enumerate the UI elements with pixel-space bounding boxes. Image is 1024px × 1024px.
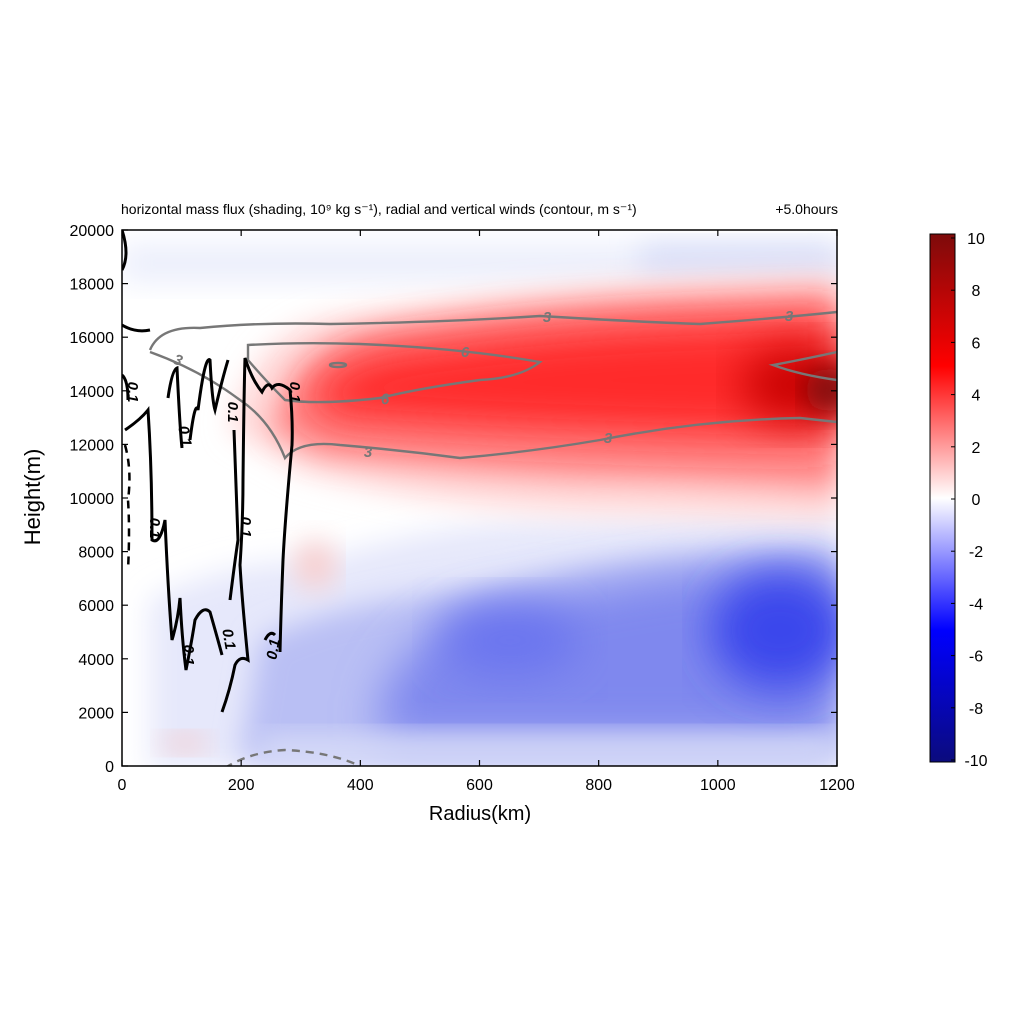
shading-surface-positive — [160, 735, 210, 751]
radial-contour-label: 6 — [461, 344, 470, 361]
vertical-contour-label: 0.1 — [263, 637, 283, 660]
shading-surface-band — [260, 735, 837, 763]
vertical-contour-label: 0.1 — [174, 424, 194, 447]
colorbar-tick-label: 2 — [972, 440, 981, 457]
x-tick-label: 1000 — [700, 777, 736, 794]
contour-vertical-0.1-a — [122, 323, 151, 333]
y-tick-label: 4000 — [78, 652, 114, 669]
vertical-wind-contours — [122, 230, 294, 713]
colorbar-tick-label: -6 — [969, 649, 983, 666]
time-label: +5.0hours — [775, 201, 838, 217]
x-tick-label: 400 — [347, 777, 374, 794]
contour-vertical-0.1-c — [124, 406, 224, 671]
contour-radial-3-lower — [149, 350, 837, 461]
colorbar-tick-label: 8 — [972, 283, 981, 300]
x-tick-label: 1200 — [819, 777, 855, 794]
y-tick-label: 6000 — [78, 598, 114, 615]
x-tick-label: 200 — [228, 777, 255, 794]
contour-vertical-negative — [123, 444, 131, 571]
x-tick-label: 600 — [466, 777, 493, 794]
negative-contours — [123, 444, 361, 766]
shading-inflow-core — [710, 570, 837, 690]
colorbar — [929, 233, 956, 763]
y-tick-label: 2000 — [78, 705, 114, 722]
vertical-contour-label: 0.1 — [224, 402, 241, 423]
vertical-contour-label: 0.1 — [124, 382, 141, 403]
y-tick-label: 20000 — [70, 223, 115, 240]
colorbar-tick-label: 10 — [967, 231, 985, 248]
vertical-contour-label: 0.1 — [237, 517, 254, 538]
x-axis-label: Radius(km) — [429, 803, 531, 825]
y-tick-label: 8000 — [78, 545, 114, 562]
colorbar-tick-label: -4 — [969, 596, 983, 613]
contour-radial-small — [328, 361, 348, 369]
colorbar-tick-label: 4 — [972, 388, 981, 405]
contour-vertical-0.1-h — [263, 631, 277, 641]
vertical-contour-label: 0.1 — [146, 518, 163, 539]
contour-radial-negative — [226, 748, 361, 766]
colorbar-tick-label: 0 — [972, 492, 981, 509]
y-tick-label: 14000 — [70, 384, 115, 401]
contour-vertical-0.1-d — [166, 365, 184, 449]
y-tick-label: 12000 — [70, 437, 115, 454]
radial-contour-label: 3 — [785, 308, 794, 325]
y-tick-label: 0 — [105, 759, 114, 776]
y-tick-label: 16000 — [70, 330, 115, 347]
shading-upper-outflow-strong — [300, 315, 837, 440]
x-tick-label: 800 — [585, 777, 612, 794]
vertical-contour-label: 0.1 — [286, 382, 303, 403]
shading-outflow-peak — [805, 368, 837, 412]
colorbar-tick-label: -2 — [969, 544, 983, 561]
radial-contour-label: 3 — [604, 430, 613, 447]
y-tick-label: 10000 — [70, 491, 115, 508]
colorbar-tick-label: -8 — [969, 701, 983, 718]
contour-vertical-0.1-i — [122, 373, 130, 401]
shading-upper-right-blue — [640, 245, 837, 275]
shading-inflow-core-mid — [440, 605, 580, 675]
radial-contour-label: 3 — [364, 444, 373, 461]
contour-radial-6-right — [768, 350, 837, 382]
colorbar-tick-label: 6 — [972, 335, 981, 352]
contour-radial-3-upper — [148, 310, 837, 351]
axis-ticks: 0 200 400 600 800 1000 12000200040006000800010… — [70, 223, 855, 794]
radial-contour-label: 6 — [380, 391, 390, 409]
chart-title: horizontal mass flux (shading, 10⁹ kg s⁻… — [121, 201, 637, 217]
vertical-contour-label: 0.1 — [180, 645, 197, 666]
y-tick-label: 18000 — [70, 277, 115, 294]
radial-contour-label: 3 — [543, 309, 552, 326]
x-tick-label: 0 — [118, 777, 127, 794]
colorbar-tick-label: -10 — [964, 753, 987, 770]
contour-vertical-0.1-g — [228, 429, 240, 601]
y-axis-label: Height(m) — [20, 449, 45, 546]
colorbar-ticks: 10 8 6 4 2 0 -2 -4 -6 -8 -10 — [951, 231, 988, 770]
contour-vertical-0.1-b — [122, 230, 128, 271]
shading-core-positive — [293, 540, 337, 590]
contour-vertical-0.1-e — [188, 358, 230, 441]
vertical-contour-label: 0.1 — [218, 627, 238, 650]
contour-vertical-0.1-f — [220, 357, 294, 713]
shading-field — [122, 243, 837, 766]
